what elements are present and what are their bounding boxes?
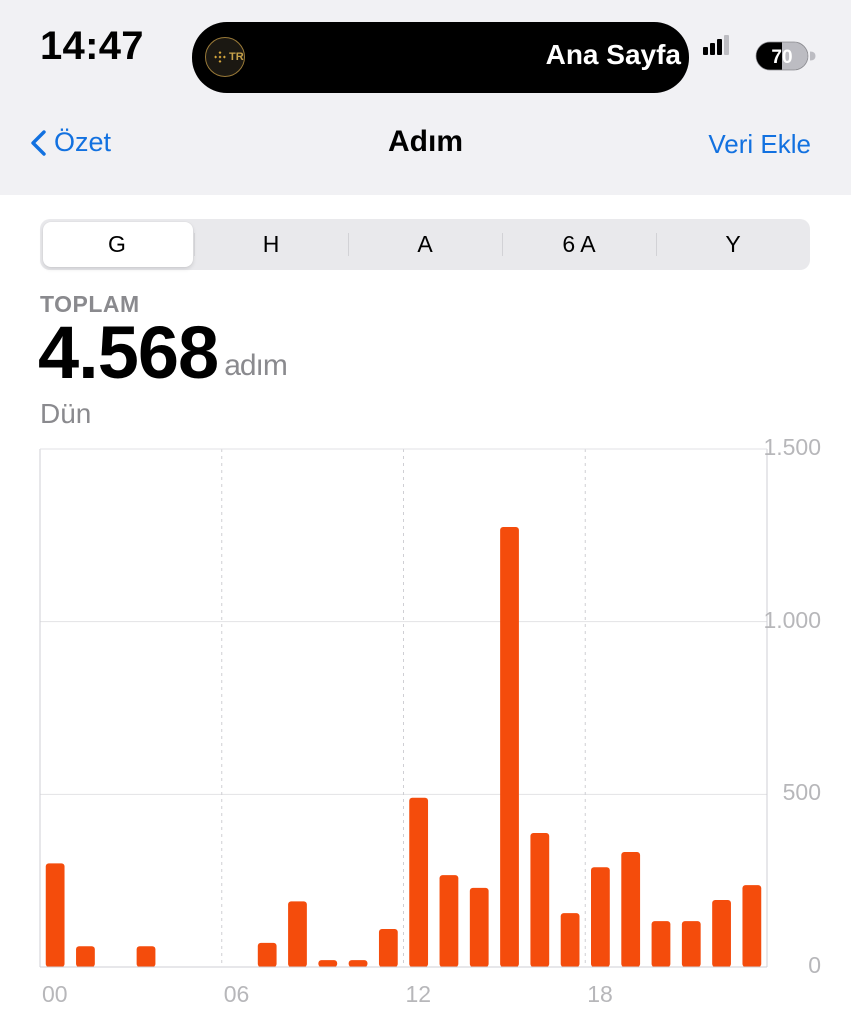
svg-text:70: 70 xyxy=(771,47,792,68)
